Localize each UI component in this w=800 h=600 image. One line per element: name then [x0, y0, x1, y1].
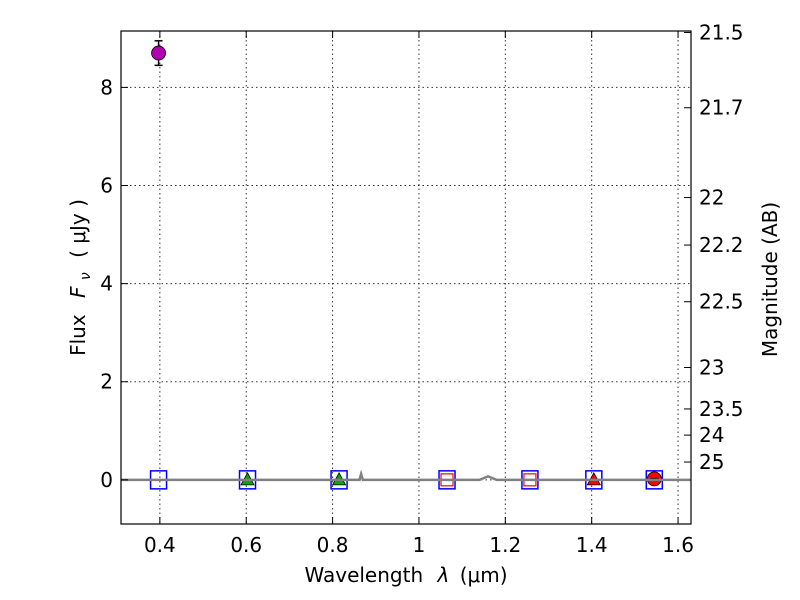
y2-tick-label: 22 [699, 186, 724, 210]
x-tick-label: 0.8 [317, 533, 349, 557]
y-tick-label: 4 [100, 272, 113, 296]
y-tick-label: 8 [100, 75, 113, 99]
y2-tick-label: 24 [699, 423, 724, 447]
x-tick-label: 1 [413, 533, 426, 557]
x-tick-label: 0.4 [144, 533, 176, 557]
y-tick-label: 0 [100, 468, 113, 492]
y-tick-label: 2 [100, 370, 113, 394]
y2-tick-label: 25 [699, 450, 724, 474]
ticks: 0.4 0.6 0.8 1 1.2 1.4 1.60246821.521.72222.222… [100, 20, 743, 557]
detection-marker [151, 45, 166, 61]
spectrum-line [121, 469, 691, 482]
x-tick-label: 1.6 [662, 533, 694, 557]
y-tick-label: 6 [100, 174, 113, 198]
y2-axis-label: Magnitude (AB) [758, 202, 782, 357]
y2-tick-label: 23.5 [699, 397, 744, 421]
y2-tick-label: 21.7 [699, 96, 744, 120]
y2-tick-label: 23 [699, 355, 724, 379]
y2-tick-label: 22.2 [699, 233, 744, 257]
x-tick-label: 0.6 [230, 533, 262, 557]
series [121, 40, 691, 490]
x-axis-label: Wavelength λ (μm) [304, 563, 507, 587]
x-tick-label: 1.2 [489, 533, 521, 557]
grid [121, 31, 691, 524]
x-tick-label: 1.4 [576, 533, 608, 557]
y2-tick-label: 21.5 [699, 20, 744, 44]
y-axis-label: Flux F ν ( μJy ) [66, 199, 95, 356]
plot-frame [120, 30, 692, 525]
y2-tick-label: 22.5 [699, 290, 744, 314]
